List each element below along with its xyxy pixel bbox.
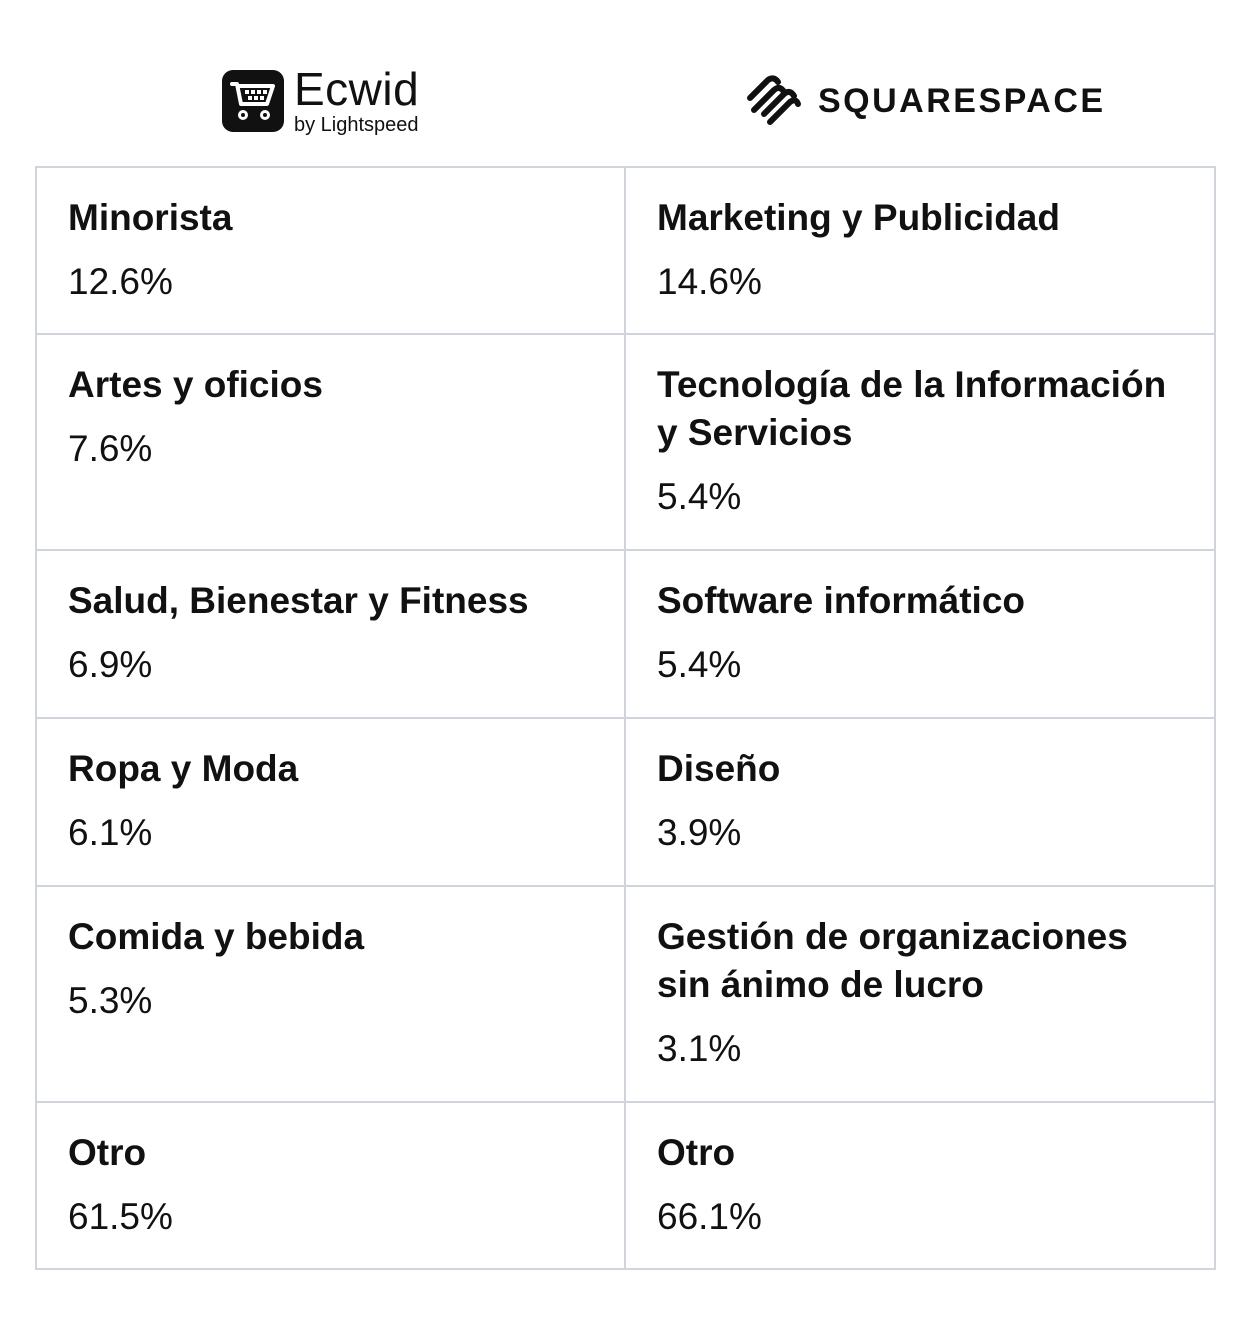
table-row: Ropa y Moda 6.1% Diseño 3.9% xyxy=(35,717,1216,887)
table-row: Salud, Bienestar y Fitness 6.9% Software… xyxy=(35,549,1216,719)
industry-label: Tecnología de la Información y Servicios xyxy=(657,364,1167,453)
ecwid-brand-subtitle: by Lightspeed xyxy=(294,114,419,136)
ecwid-cell: Ropa y Moda 6.1% xyxy=(35,717,626,887)
ecwid-brand-name: Ecwid xyxy=(294,63,420,115)
shopping-cart-icon xyxy=(222,69,284,132)
industry-share: 7.6% xyxy=(68,428,153,469)
industry-share: 6.9% xyxy=(68,644,153,685)
industry-label: Diseño xyxy=(657,748,781,789)
industry-share: 6.1% xyxy=(68,812,153,853)
squarespace-cell: Otro 66.1% xyxy=(624,1101,1216,1270)
ecwid-cell: Comida y bebida 5.3% xyxy=(35,885,626,1103)
industry-share: 5.3% xyxy=(68,980,153,1021)
ecwid-cell: Artes y oficios 7.6% xyxy=(35,333,626,551)
squarespace-cell: Marketing y Publicidad 14.6% xyxy=(624,166,1216,335)
industry-label: Artes y oficios xyxy=(68,364,323,405)
industry-share: 5.4% xyxy=(657,644,742,685)
industry-label: Minorista xyxy=(68,197,233,238)
comparison-header: Ecwid by Lightspeed SQUARESPACE xyxy=(35,0,1214,166)
industry-share: 14.6% xyxy=(657,261,762,302)
ecwid-cell: Otro 61.5% xyxy=(35,1101,626,1270)
industry-label: Software informático xyxy=(657,580,1025,621)
industry-label: Otro xyxy=(657,1132,736,1173)
table-row: Comida y bebida 5.3% Gestión de organiza… xyxy=(35,885,1216,1103)
industry-share: 3.9% xyxy=(657,812,742,853)
squarespace-logo: SQUARESPACE xyxy=(742,74,1106,128)
industry-share: 5.4% xyxy=(657,476,742,517)
table-row: Otro 61.5% Otro 66.1% xyxy=(35,1101,1216,1270)
squarespace-cell: Tecnología de la Información y Servicios… xyxy=(624,333,1216,551)
table-row: Minorista 12.6% Marketing y Publicidad 1… xyxy=(35,166,1216,335)
ecwid-logo: Ecwid by Lightspeed xyxy=(222,66,419,135)
industry-share: 3.1% xyxy=(657,1028,742,1069)
squarespace-brand-name: SQUARESPACE xyxy=(818,81,1106,120)
industry-label: Otro xyxy=(68,1132,147,1173)
squarespace-logo-icon xyxy=(747,75,801,125)
squarespace-cell: Gestión de organizaciones sin ánimo de l… xyxy=(624,885,1216,1103)
industry-share: 61.5% xyxy=(68,1196,173,1237)
industry-comparison-table: Minorista 12.6% Marketing y Publicidad 1… xyxy=(35,166,1216,1270)
squarespace-cell: Diseño 3.9% xyxy=(624,717,1216,887)
table-row: Artes y oficios 7.6% Tecnología de la In… xyxy=(35,333,1216,551)
industry-label: Ropa y Moda xyxy=(68,748,299,789)
industry-label: Comida y bebida xyxy=(68,916,365,957)
ecwid-cell: Minorista 12.6% xyxy=(35,166,626,335)
industry-label: Gestión de organizaciones sin ánimo de l… xyxy=(657,916,1128,1005)
industry-share: 66.1% xyxy=(657,1196,762,1237)
industry-share: 12.6% xyxy=(68,261,173,302)
ecwid-cell: Salud, Bienestar y Fitness 6.9% xyxy=(35,549,626,719)
industry-label: Salud, Bienestar y Fitness xyxy=(68,580,529,621)
industry-label: Marketing y Publicidad xyxy=(657,197,1060,238)
squarespace-cell: Software informático 5.4% xyxy=(624,549,1216,719)
